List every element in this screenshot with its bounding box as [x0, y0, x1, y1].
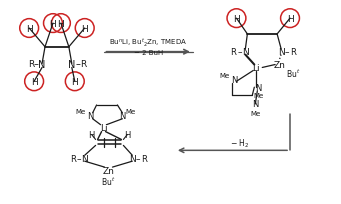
Text: N: N	[231, 75, 238, 84]
Text: N: N	[255, 83, 262, 92]
Text: H: H	[233, 14, 240, 23]
Text: − H$_2$: − H$_2$	[230, 136, 249, 149]
Text: Me: Me	[250, 110, 261, 116]
Text: H: H	[49, 19, 56, 28]
Text: –: –	[76, 154, 81, 163]
Text: H: H	[26, 24, 32, 33]
Text: H: H	[81, 24, 88, 33]
Text: H: H	[88, 130, 95, 139]
Text: Zn: Zn	[103, 166, 115, 175]
Text: H: H	[58, 19, 64, 28]
Text: Li: Li	[252, 64, 260, 73]
Text: H: H	[124, 130, 131, 139]
Text: R: R	[80, 60, 87, 69]
Text: N: N	[129, 154, 136, 163]
Text: Li: Li	[100, 124, 107, 132]
Text: N: N	[278, 48, 284, 57]
Text: R: R	[290, 48, 296, 57]
Text: H: H	[287, 14, 293, 23]
Text: Me: Me	[76, 108, 86, 114]
Text: Me: Me	[253, 93, 263, 99]
Text: − 2 BuH: − 2 BuH	[134, 49, 163, 55]
Text: R: R	[70, 154, 76, 163]
Text: R: R	[141, 154, 147, 163]
Text: N: N	[39, 59, 46, 69]
Text: –: –	[237, 48, 242, 57]
Text: H: H	[31, 77, 38, 86]
Text: –: –	[136, 154, 140, 163]
Text: –: –	[75, 59, 80, 69]
Text: Bu$^t$: Bu$^t$	[286, 67, 300, 79]
Text: R: R	[28, 60, 34, 69]
Text: –: –	[285, 48, 289, 57]
Text: Zn: Zn	[273, 61, 285, 70]
Text: N: N	[252, 100, 258, 109]
Text: N: N	[88, 112, 94, 121]
Text: N: N	[242, 48, 249, 57]
Text: N: N	[68, 59, 75, 69]
Text: N: N	[81, 154, 88, 163]
Text: H: H	[71, 77, 78, 86]
Text: Bu$^n$Li, Bu$^t$$_2$Zn, TMEDA: Bu$^n$Li, Bu$^t$$_2$Zn, TMEDA	[109, 37, 187, 49]
Text: N: N	[119, 112, 125, 121]
Text: R: R	[231, 48, 236, 57]
Text: –: –	[34, 59, 39, 69]
Text: Me: Me	[125, 108, 135, 114]
Text: Me: Me	[219, 73, 230, 79]
Text: Bu$^t$: Bu$^t$	[101, 175, 116, 187]
